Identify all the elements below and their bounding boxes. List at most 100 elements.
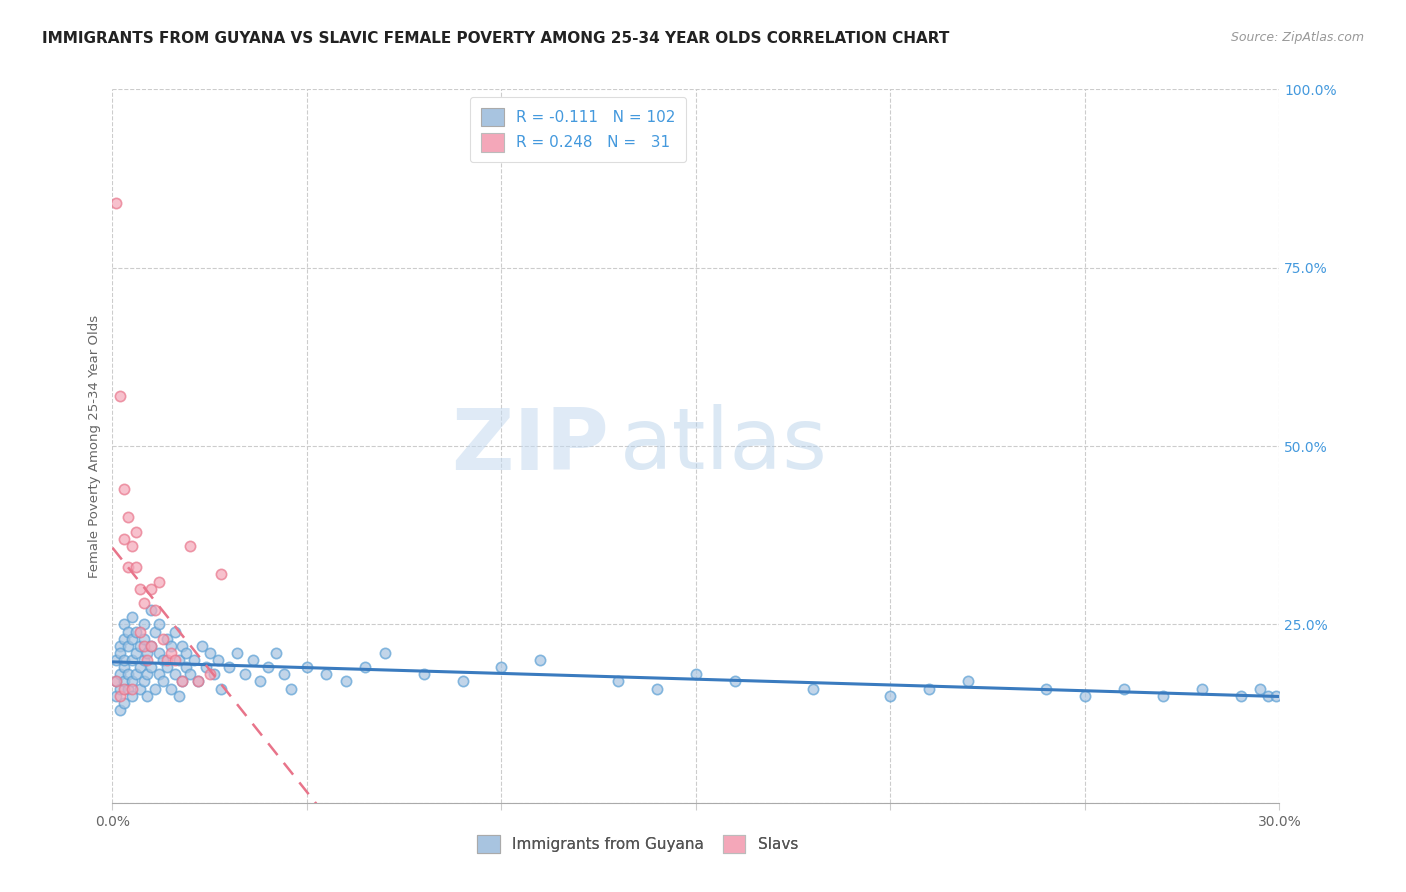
Point [160,639,183,653]
Point [110,667,132,681]
Point [202,667,225,681]
Point [121,689,143,703]
Point [105,653,128,667]
Point [132,596,155,610]
Point [879,689,901,703]
Point [152,632,174,646]
Point [264,646,287,660]
Point [125,667,148,681]
Point [163,653,186,667]
Point [280,681,302,696]
Point [143,681,166,696]
Point [198,646,221,660]
Point [172,639,194,653]
Point [125,624,148,639]
Point [117,560,139,574]
Point [136,646,159,660]
Point [1229,689,1251,703]
Point [209,567,232,582]
Point [117,667,139,681]
Point [257,660,280,674]
Point [143,603,166,617]
Point [117,510,139,524]
Point [451,674,474,689]
Point [724,674,747,689]
Point [226,646,249,660]
Point [105,196,128,211]
Point [141,660,163,674]
Point [218,660,240,674]
Point [233,667,256,681]
Text: Source: ZipAtlas.com: Source: ZipAtlas.com [1230,31,1364,45]
Point [160,646,183,660]
Point [112,660,135,674]
Point [1152,689,1174,703]
Point [128,582,150,596]
Point [160,681,183,696]
Point [315,667,337,681]
Point [110,646,132,660]
Point [132,639,155,653]
Point [110,703,132,717]
Point [176,660,198,674]
Point [132,632,155,646]
Point [110,681,132,696]
Point [125,560,148,574]
Point [148,617,170,632]
Point [128,624,150,639]
Point [607,674,630,689]
Point [167,653,190,667]
Point [141,603,163,617]
Point [117,681,139,696]
Point [172,674,194,689]
Point [121,674,143,689]
Text: ZIP: ZIP [451,404,609,488]
Point [141,639,163,653]
Point [156,632,179,646]
Point [121,632,143,646]
Point [529,653,551,667]
Point [1257,689,1279,703]
Point [207,653,229,667]
Point [112,696,135,710]
Point [645,681,668,696]
Point [249,674,271,689]
Y-axis label: Female Poverty Among 25-34 Year Olds: Female Poverty Among 25-34 Year Olds [89,315,101,577]
Point [179,539,201,553]
Point [117,639,139,653]
Point [105,674,128,689]
Point [685,667,707,681]
Point [132,617,155,632]
Point [374,646,396,660]
Point [128,639,150,653]
Point [176,646,198,660]
Point [128,681,150,696]
Point [112,617,135,632]
Point [125,646,148,660]
Point [187,674,209,689]
Point [354,660,377,674]
Point [121,681,143,696]
Point [412,667,434,681]
Text: IMMIGRANTS FROM GUYANA VS SLAVIC FEMALE POVERTY AMONG 25-34 YEAR OLDS CORRELATIO: IMMIGRANTS FROM GUYANA VS SLAVIC FEMALE … [42,31,949,46]
Point [148,574,170,589]
Point [335,674,357,689]
Text: atlas: atlas [620,404,828,488]
Point [1264,689,1286,703]
Point [132,674,155,689]
Point [148,667,170,681]
Point [273,667,295,681]
Point [110,639,132,653]
Point [105,674,128,689]
Point [163,624,186,639]
Point [112,674,135,689]
Point [143,624,166,639]
Point [172,674,194,689]
Point [112,532,135,546]
Point [121,610,143,624]
Point [156,653,179,667]
Point [148,646,170,660]
Point [183,653,205,667]
Point [132,653,155,667]
Point [112,653,135,667]
